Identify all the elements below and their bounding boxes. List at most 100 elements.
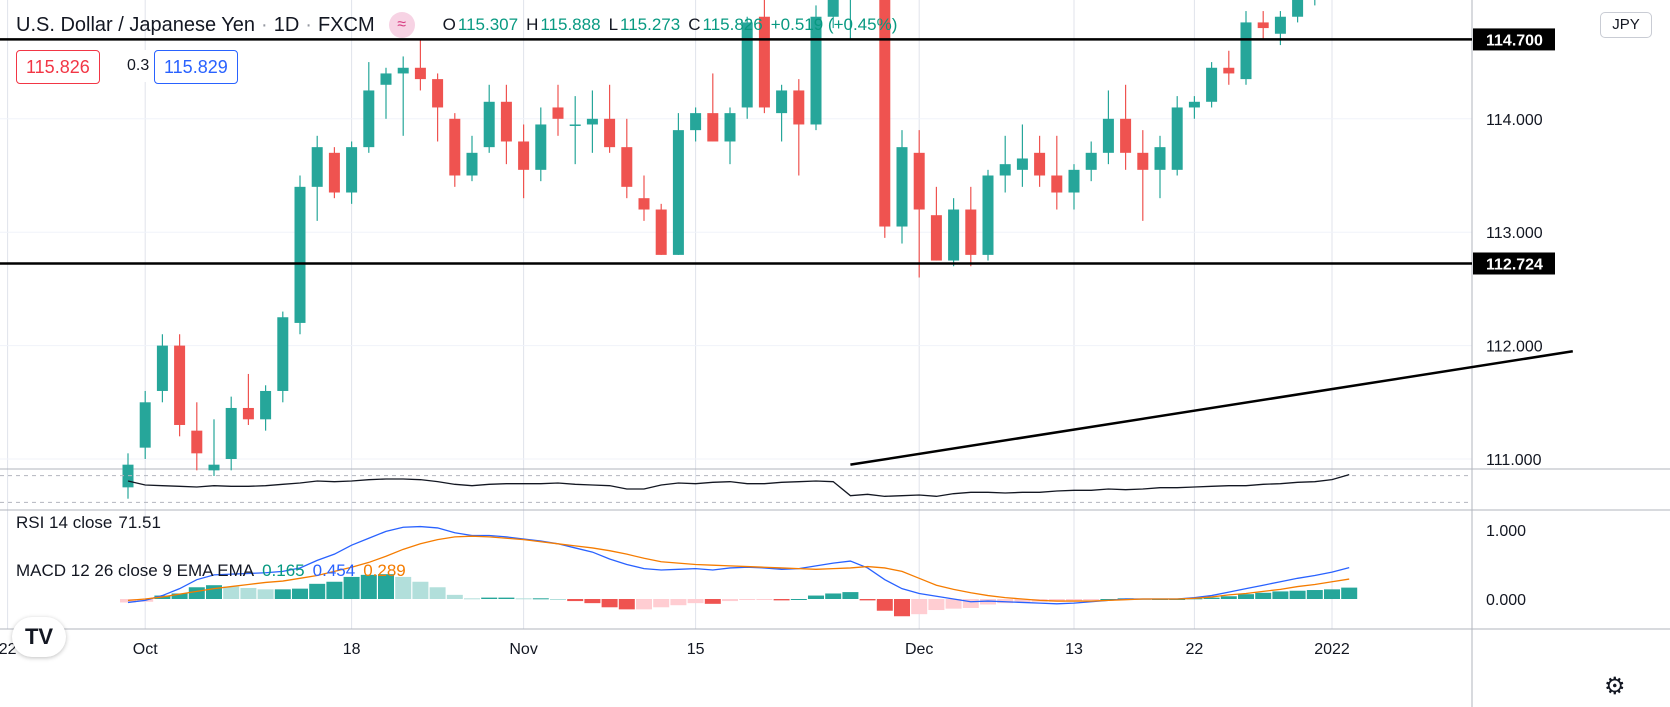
sell-price-button[interactable]: 115.826 [16,50,100,84]
candle-down[interactable] [242,407,254,420]
macd-histogram-bar [309,583,326,599]
candle-down[interactable] [1137,152,1149,170]
macd-histogram-bar [911,599,928,615]
candle-down[interactable] [879,0,891,227]
candle-up[interactable] [156,345,168,391]
candle-up[interactable] [982,175,994,255]
rsi-legend[interactable]: RSI 14 close 71.51 [16,513,161,533]
candle-up[interactable] [1016,158,1028,170]
candle-up[interactable] [741,22,753,108]
signal-line[interactable] [127,535,1350,602]
candle-up[interactable] [810,16,822,125]
buy-price-button[interactable]: 115.829 [154,50,238,84]
candle-down[interactable] [1223,67,1235,74]
candle-up[interactable] [260,390,272,420]
candle-up[interactable] [999,164,1011,176]
macd-histogram-bar [1100,599,1117,600]
macd-histogram-bar [790,599,807,600]
candle-up[interactable] [569,124,581,126]
candle-up[interactable] [294,186,306,323]
candle-up[interactable] [1240,22,1252,80]
candle-up[interactable] [1102,118,1114,153]
macd-histogram-bar [1238,594,1254,599]
candle-up[interactable] [776,90,788,114]
candle-up[interactable] [1171,107,1183,170]
macd-histogram-bar [1066,599,1082,602]
rsi-label: RSI 14 close [16,513,113,532]
gear-icon[interactable]: ⚙ [1604,673,1626,700]
candle-up[interactable] [380,73,392,85]
candle-up[interactable] [586,118,598,125]
time-axis-tick: 2022 [1314,641,1350,658]
candle-down[interactable] [638,198,650,210]
candle-up[interactable] [466,152,478,176]
macd-histogram-bar [120,599,136,603]
candle-up[interactable] [1188,101,1200,108]
macd-histogram-bar [532,598,549,600]
candle-down[interactable] [518,141,530,170]
macd-histogram-bar [292,588,308,599]
candle-down[interactable] [449,118,461,176]
level-price-tag [1473,252,1555,275]
interval-label[interactable]: 1D [273,13,300,36]
symbol-title[interactable]: U.S. Dollar / Japanese Yen [16,13,256,36]
candle-up[interactable] [483,101,495,148]
candle-down[interactable] [432,79,444,108]
candle-down[interactable] [1034,152,1046,176]
candle-down[interactable] [793,90,805,125]
macd-histogram-bar [653,599,670,608]
candle-up[interactable] [1206,67,1218,102]
candle-up[interactable] [1154,147,1166,170]
candle-down[interactable] [965,209,977,255]
candle-down[interactable] [655,209,667,255]
macd-histogram-bar [446,594,463,599]
candle-up[interactable] [397,67,409,74]
time-axis-tick: Dec [905,641,933,658]
macd-histogram-bar [429,587,446,599]
candle-up[interactable] [1292,0,1304,17]
trend-line[interactable] [850,350,1573,466]
candle-down[interactable] [621,147,633,187]
candle-down[interactable] [604,118,616,148]
candle-up[interactable] [1068,169,1080,193]
signal-value: 0.289 [363,561,406,580]
candle-up[interactable] [690,113,702,131]
candle-up[interactable] [672,130,684,255]
candle-up[interactable] [225,407,237,459]
candle-down[interactable] [414,67,426,80]
candle-up[interactable] [346,147,358,193]
candle-down[interactable] [707,113,719,142]
candle-up[interactable] [1274,16,1286,34]
candle-down[interactable] [500,101,512,142]
broker-logo-icon[interactable]: ≈ [388,12,415,38]
macd-histogram-bar [1306,590,1323,599]
candle-down[interactable] [913,152,925,210]
candle-down[interactable] [1051,175,1063,193]
candle-up[interactable] [948,209,960,261]
macd-legend[interactable]: MACD 12 26 close 9 EMA EMA 0.165 0.454 0.28… [16,561,406,581]
candle-up[interactable] [535,124,547,170]
rsi-line[interactable] [127,474,1350,497]
candle-up[interactable] [1085,152,1097,170]
currency-select[interactable]: JPY [1600,12,1652,38]
candle-up[interactable] [363,90,375,148]
candle-down[interactable] [191,430,203,454]
candle-up[interactable] [139,402,151,448]
candle-down[interactable] [1257,22,1269,29]
candle-up[interactable] [896,147,908,227]
candle-up[interactable] [208,464,220,471]
candle-down[interactable] [1120,118,1132,153]
candle-up[interactable] [311,147,323,187]
macd-histogram-bar [343,576,360,599]
candle-up[interactable] [827,0,839,17]
candle-up[interactable] [724,113,736,142]
candle-down[interactable] [328,152,340,193]
tradingview-logo-icon[interactable]: TV [12,617,66,657]
candle-down[interactable] [930,215,942,261]
candle-down[interactable] [174,345,186,425]
candle-down[interactable] [758,16,770,108]
macd-histogram-bar [1203,597,1220,599]
candle-up[interactable] [277,317,289,391]
candle-down[interactable] [552,107,564,119]
